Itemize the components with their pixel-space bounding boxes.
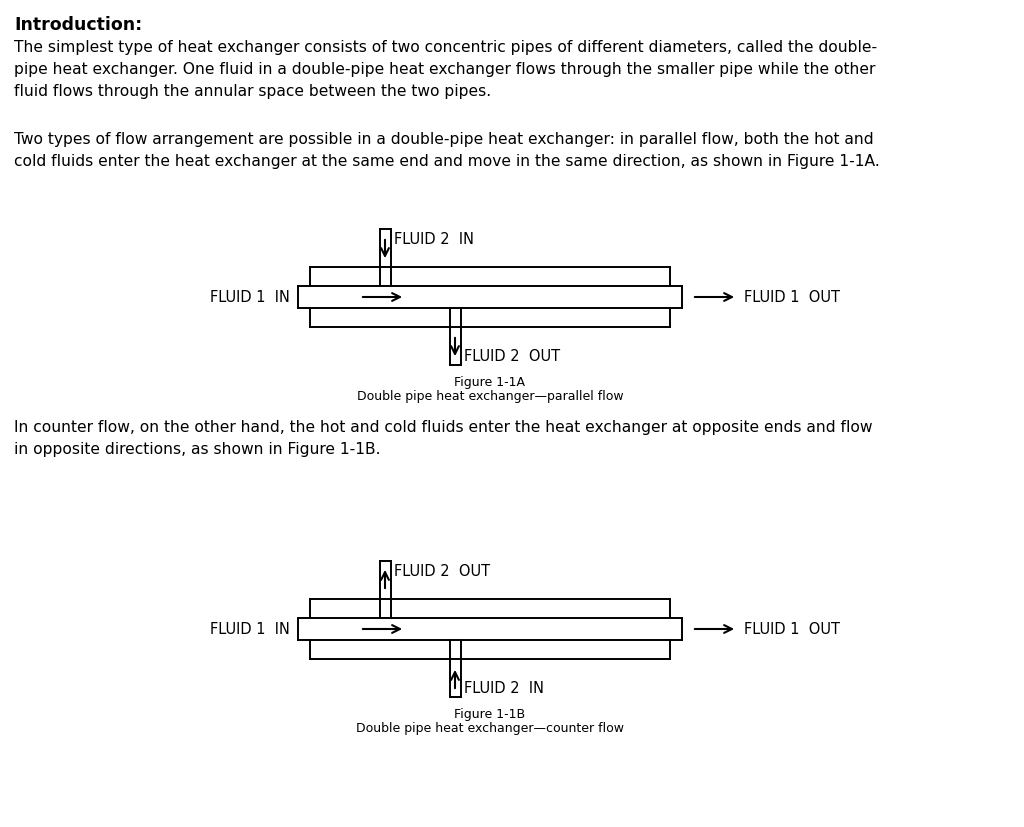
Text: The simplest type of heat exchanger consists of two concentric pipes of differen: The simplest type of heat exchanger cons…	[14, 40, 878, 99]
Text: Introduction:: Introduction:	[14, 16, 142, 34]
Text: Double pipe heat exchanger—parallel flow: Double pipe heat exchanger—parallel flow	[356, 390, 624, 403]
Text: FLUID 2  IN: FLUID 2 IN	[394, 232, 474, 246]
Text: Figure 1-1B: Figure 1-1B	[455, 707, 525, 720]
Text: FLUID 2  OUT: FLUID 2 OUT	[465, 348, 560, 364]
Text: FLUID 1  OUT: FLUID 1 OUT	[744, 290, 840, 305]
Text: FLUID 2  OUT: FLUID 2 OUT	[394, 563, 490, 578]
Text: FLUID 1  IN: FLUID 1 IN	[210, 290, 290, 305]
Text: Double pipe heat exchanger—counter flow: Double pipe heat exchanger—counter flow	[356, 721, 624, 734]
Text: Figure 1-1A: Figure 1-1A	[455, 375, 525, 389]
Text: FLUID 1  OUT: FLUID 1 OUT	[744, 622, 840, 637]
Text: In counter flow, on the other hand, the hot and cold fluids enter the heat excha: In counter flow, on the other hand, the …	[14, 419, 872, 457]
Text: FLUID 2  IN: FLUID 2 IN	[465, 680, 545, 696]
Text: FLUID 1  IN: FLUID 1 IN	[210, 622, 290, 637]
Text: Two types of flow arrangement are possible in a double-pipe heat exchanger: in p: Two types of flow arrangement are possib…	[14, 131, 880, 169]
